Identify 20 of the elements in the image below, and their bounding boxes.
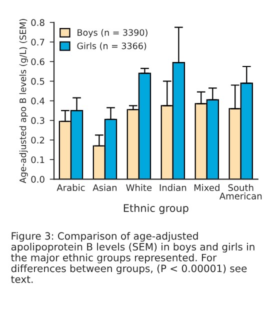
x-tick-label: Mixed [194,184,220,192]
y-tick-label: 0.8 [31,19,44,26]
y-tick-label: 0.4 [31,98,44,104]
x-tick-label: Indian [160,184,186,192]
x-tick-label: South American [219,184,262,200]
x-axis-title: Ethnic group [124,204,188,214]
x-tick-label: White [126,184,152,192]
y-tick-label: 0.6 [31,58,44,66]
legend-label: Boys (n = 3390) [78,29,148,38]
y-axis-title: Age-adjusted apo B levels (g/L) (SEM) [19,19,28,184]
y-tick-label: 0.0 [31,176,44,183]
y-tick-label: 0.5 [31,78,44,85]
y-tick-label: 0.2 [31,136,44,144]
y-tick-label: 0.7 [31,38,44,46]
y-tick-label: 0.1 [31,156,44,164]
y-tick-label: 0.3 [31,117,44,124]
x-tick-label: Arabic [56,184,85,192]
caption: Figure 3: Comparison of age-adjusted apolipoprotein B levels (SEM) in boys and girls in the major ethnic groups represented. For differences between groups, (P < 0.00001) see text. [11,232,254,284]
x-tick-label: Asian [92,184,117,192]
legend-label: Girls (n = 3366) [77,42,146,50]
